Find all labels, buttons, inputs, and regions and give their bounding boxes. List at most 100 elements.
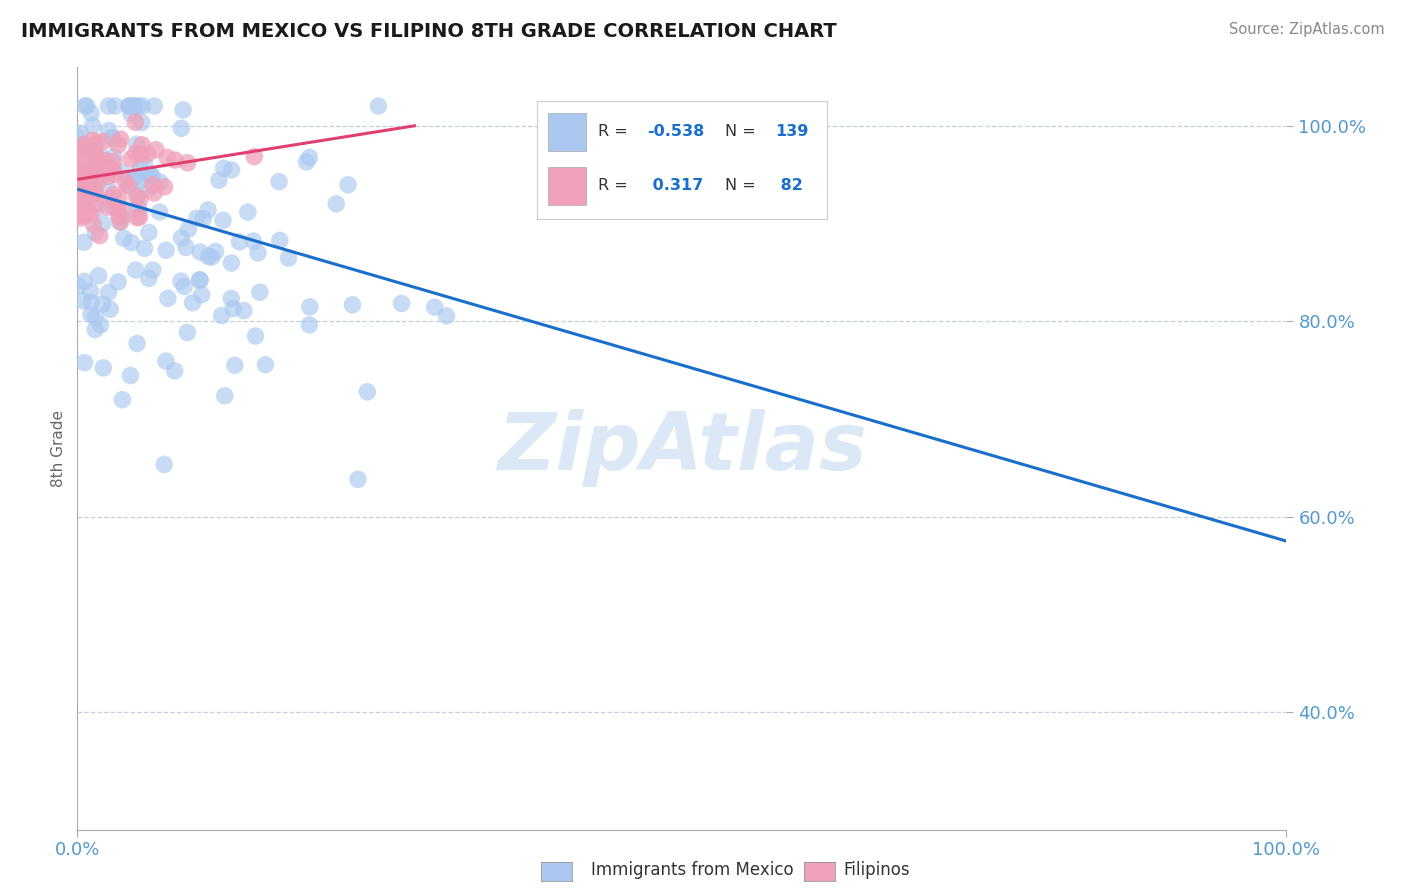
Point — [222, 301, 245, 316]
Point — [66, 129, 89, 144]
Point — [127, 99, 149, 113]
Point — [212, 161, 235, 176]
Point — [90, 151, 112, 165]
Point — [97, 161, 120, 176]
Point — [143, 99, 166, 113]
Point — [76, 99, 98, 113]
Point — [165, 153, 187, 167]
Point — [77, 181, 100, 195]
Point — [120, 152, 142, 166]
Point — [277, 251, 299, 265]
Point — [127, 211, 149, 225]
Point — [120, 99, 142, 113]
Point — [79, 285, 101, 299]
Point — [136, 147, 159, 161]
Point — [97, 180, 120, 194]
Point — [124, 263, 146, 277]
Point — [70, 194, 93, 209]
Point — [174, 240, 197, 254]
Point — [337, 178, 360, 192]
Point — [436, 309, 458, 323]
Point — [91, 297, 114, 311]
Point — [122, 172, 145, 186]
Point — [66, 141, 89, 155]
Point — [84, 310, 107, 325]
Point — [79, 161, 101, 176]
Point — [129, 147, 152, 161]
Point — [73, 356, 96, 370]
Point — [90, 318, 112, 332]
Point — [108, 191, 131, 205]
Point — [242, 234, 264, 248]
Point — [76, 175, 98, 189]
Point — [70, 146, 93, 161]
Point — [86, 149, 108, 163]
Point — [103, 154, 125, 169]
Point — [138, 271, 160, 285]
Point — [69, 178, 91, 192]
Point — [84, 226, 107, 240]
Point — [156, 291, 179, 305]
Point — [129, 161, 152, 176]
Point — [97, 285, 120, 300]
Point — [212, 213, 235, 227]
Point — [110, 165, 132, 179]
Point — [69, 171, 91, 186]
Point — [125, 145, 148, 160]
Point — [232, 303, 254, 318]
Point — [139, 169, 162, 183]
Point — [127, 201, 149, 215]
Point — [73, 166, 96, 180]
Point — [94, 153, 117, 168]
Point — [69, 172, 91, 186]
Point — [97, 99, 120, 113]
Point — [176, 326, 198, 340]
Point — [143, 186, 166, 200]
Point — [155, 243, 177, 257]
Point — [254, 358, 277, 372]
Point — [125, 336, 148, 351]
Point — [73, 99, 96, 113]
Point — [356, 384, 378, 399]
Point — [120, 368, 142, 383]
Point — [100, 192, 122, 206]
Point — [86, 136, 108, 150]
Point — [269, 234, 291, 248]
Point — [176, 156, 198, 170]
Point — [214, 389, 236, 403]
Point — [153, 458, 176, 472]
Point — [76, 193, 98, 207]
Point — [79, 208, 101, 222]
Point — [86, 201, 108, 215]
Point — [188, 273, 211, 287]
Point — [128, 210, 150, 224]
Point — [67, 208, 90, 222]
Point — [228, 235, 250, 249]
Point — [124, 115, 146, 129]
Point — [84, 150, 107, 164]
Point — [163, 364, 186, 378]
Point — [188, 273, 211, 287]
Point — [138, 181, 160, 195]
Point — [221, 162, 243, 177]
Point — [91, 135, 114, 149]
Point — [104, 99, 127, 113]
Point — [131, 115, 153, 129]
Point — [125, 137, 148, 152]
Point — [142, 178, 165, 192]
Point — [117, 178, 139, 193]
Point — [94, 165, 117, 179]
Point — [80, 163, 103, 178]
Point — [87, 156, 110, 170]
Point — [149, 175, 172, 189]
Point — [142, 263, 165, 277]
Point — [111, 202, 134, 217]
Point — [86, 154, 108, 169]
Point — [80, 106, 103, 120]
Point — [107, 202, 129, 216]
Text: IMMIGRANTS FROM MEXICO VS FILIPINO 8TH GRADE CORRELATION CHART: IMMIGRANTS FROM MEXICO VS FILIPINO 8TH G… — [21, 22, 837, 41]
Point — [118, 99, 141, 113]
Point — [186, 211, 208, 226]
Text: Immigrants from Mexico: Immigrants from Mexico — [591, 861, 793, 879]
Point — [77, 186, 100, 201]
